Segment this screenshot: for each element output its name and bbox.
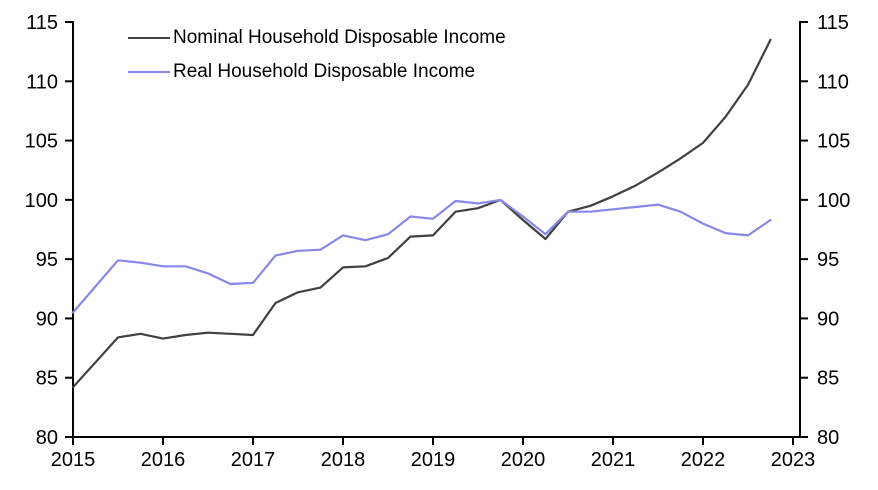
chart-legend: Nominal Household Disposable Income Real…	[128, 21, 506, 89]
y-tick-label-left: 105	[25, 131, 58, 153]
nominal-line-swatch	[128, 37, 170, 39]
y-tick-label-right: 110	[817, 71, 849, 93]
legend-label-nominal: Nominal Household Disposable Income	[173, 27, 506, 48]
x-tick-label: 2018	[321, 449, 366, 471]
y-tick-label-right: 105	[817, 131, 850, 153]
x-tick-label: 2023	[771, 449, 816, 471]
y-tick-label-left: 90	[36, 308, 58, 330]
x-tick-label: 2021	[591, 449, 636, 471]
x-tick-label: 2022	[681, 449, 726, 471]
y-tick-label-right: 115	[817, 12, 849, 34]
x-tick-label: 2015	[51, 449, 96, 471]
x-tick-label: 2016	[141, 449, 186, 471]
y-tick-label-right: 95	[817, 249, 839, 271]
x-tick-label: 2017	[231, 449, 276, 471]
real-line-swatch	[128, 71, 170, 73]
legend-item-nominal: Nominal Household Disposable Income	[128, 21, 506, 55]
y-tick-label-left: 80	[36, 427, 58, 449]
x-tick-label: 2020	[501, 449, 546, 471]
y-tick-label-right: 100	[817, 190, 850, 212]
y-tick-label-right: 80	[817, 427, 839, 449]
series-line-nominal	[71, 38, 772, 389]
y-tick-label-left: 115	[26, 12, 58, 34]
y-tick-label-left: 85	[36, 368, 58, 390]
y-tick-label-right: 85	[817, 368, 839, 390]
y-tick-label-left: 95	[36, 249, 58, 271]
legend-label-real: Real Household Disposable Income	[173, 61, 476, 82]
series-line-real	[71, 198, 772, 314]
x-tick-label: 2019	[411, 449, 456, 471]
y-tick-label-right: 90	[817, 308, 839, 330]
y-tick-label-left: 110	[26, 71, 58, 93]
y-tick-label-left: 100	[25, 190, 58, 212]
legend-item-real: Real Household Disposable Income	[128, 55, 506, 89]
